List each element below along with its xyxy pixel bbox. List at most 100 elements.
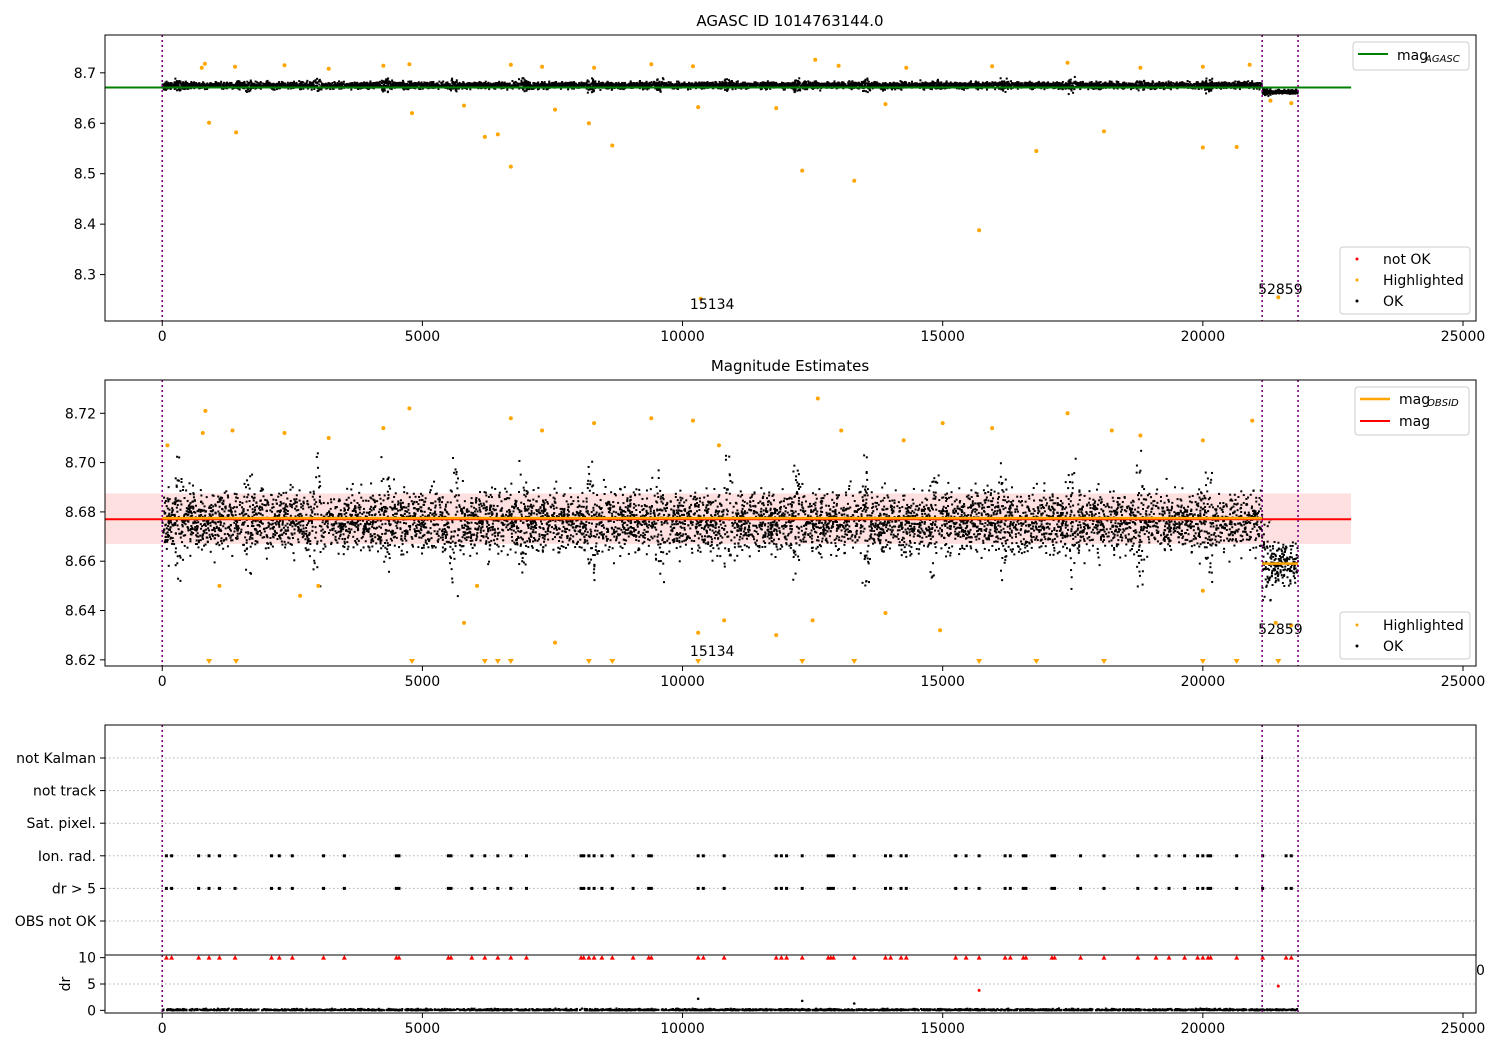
ok-point — [195, 81, 198, 84]
ok-point — [634, 82, 637, 85]
ok-point — [1098, 85, 1101, 88]
ok-point — [272, 88, 275, 91]
ok-point — [727, 84, 730, 87]
ok-point — [1130, 88, 1133, 91]
ok-point — [523, 78, 526, 81]
ok-point — [937, 81, 940, 84]
ok-point — [1179, 81, 1182, 84]
ok-point — [845, 85, 848, 88]
ok-point — [387, 81, 390, 84]
ok-point — [706, 82, 709, 85]
ok-point — [455, 79, 458, 82]
ok-point — [1108, 80, 1111, 83]
ok-point — [1097, 88, 1100, 91]
ok-point — [884, 82, 887, 85]
ok-point — [810, 83, 813, 86]
ok-point — [422, 84, 425, 87]
ok-point — [936, 79, 939, 82]
ok-point — [593, 85, 596, 88]
ok-point — [841, 83, 844, 86]
ok-point — [1007, 80, 1010, 83]
ok-point — [327, 81, 330, 84]
ok-point — [338, 87, 341, 90]
ok-point — [753, 81, 756, 84]
ok-point — [619, 87, 622, 90]
ok-point — [1129, 82, 1132, 85]
ok-point — [606, 81, 609, 84]
ok-point — [169, 87, 172, 90]
ok-point — [945, 84, 948, 87]
ok-point — [1095, 82, 1098, 85]
ok-point — [1184, 82, 1187, 85]
ok-point — [426, 81, 429, 84]
ok-point — [342, 80, 345, 83]
ok-point — [759, 82, 762, 85]
ok-point — [453, 81, 456, 84]
ok-point — [814, 80, 817, 83]
ok-point — [1002, 87, 1005, 90]
ok-point — [933, 82, 936, 85]
ok-point — [611, 82, 614, 85]
ok-point — [592, 78, 595, 81]
ok-point — [1086, 83, 1089, 86]
ok-point — [868, 88, 871, 91]
ok-point — [1214, 85, 1217, 88]
ok-point — [599, 83, 602, 86]
ok-point — [804, 88, 807, 91]
ok-point — [286, 81, 289, 84]
ok-point — [627, 84, 630, 87]
ok-point — [177, 80, 180, 83]
ok-point — [582, 82, 585, 85]
ok-point — [1167, 82, 1170, 85]
ok-point — [419, 84, 422, 87]
ok-point — [1096, 81, 1099, 84]
ok-point — [1010, 83, 1013, 86]
ok-point — [238, 88, 241, 91]
ok-point — [543, 84, 546, 87]
ok-point — [739, 83, 742, 86]
ok-point — [725, 83, 728, 86]
ok-point — [882, 89, 885, 92]
ok-point — [351, 82, 354, 85]
ok-point — [855, 85, 858, 88]
ok-point — [787, 84, 790, 87]
ok-point — [809, 81, 812, 84]
ok-point — [316, 89, 319, 92]
ok-point — [728, 83, 731, 86]
ok-point — [1197, 82, 1200, 85]
ok-point — [724, 78, 727, 81]
ok-point — [583, 82, 586, 85]
ok-point — [351, 83, 354, 86]
ok-point — [1007, 83, 1010, 86]
ok-point — [1127, 82, 1130, 85]
ok-point — [206, 82, 209, 85]
y-tick-label: 8.3 — [74, 268, 96, 284]
ok-point — [764, 88, 767, 91]
ok-point — [685, 83, 688, 86]
ok-point — [1205, 79, 1208, 82]
ok-point — [1070, 89, 1073, 92]
ok-point — [1190, 84, 1193, 87]
ok-point — [182, 84, 185, 87]
ok-point — [940, 81, 943, 84]
ok-point — [592, 84, 595, 87]
ok-point — [521, 83, 524, 86]
ok-point — [381, 88, 384, 91]
ok-point — [789, 82, 792, 85]
ok-point — [1004, 90, 1007, 93]
ok-point — [334, 82, 337, 85]
ok-point — [179, 82, 182, 85]
ok-point — [209, 85, 212, 88]
ok-point — [974, 80, 977, 83]
ok-point — [628, 85, 631, 88]
ok-point — [302, 87, 305, 90]
ok-point — [392, 81, 395, 84]
ok-point — [969, 80, 972, 83]
ok-point — [662, 78, 665, 81]
ok-point — [280, 80, 283, 83]
ok-point — [731, 87, 734, 90]
ok-point — [1095, 80, 1098, 83]
ok-point — [976, 82, 979, 85]
ok-point — [722, 82, 725, 85]
ok-point — [812, 87, 815, 90]
